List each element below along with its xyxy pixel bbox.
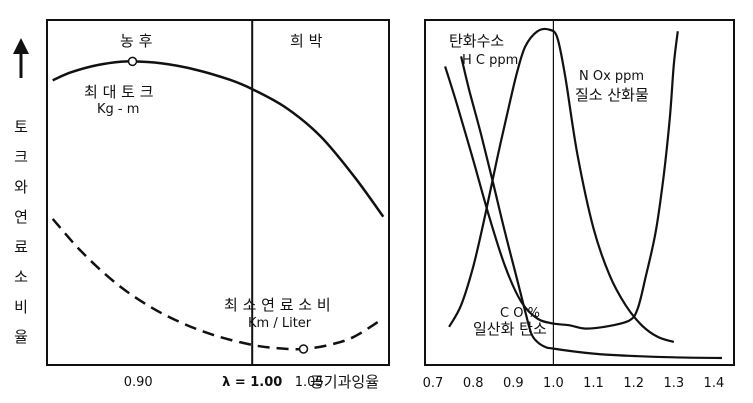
left-tick-label: λ = 1.00 (222, 375, 282, 390)
hc-unit-label: H C ppm (462, 53, 518, 68)
right-tick-label: 0.9 (503, 376, 524, 391)
x-axis-label: 공기과잉율 (310, 373, 379, 391)
co-curve (444, 31, 679, 330)
co-unit-label: 일산화 탄소 (473, 320, 547, 338)
y-axis-label-char: 비 (14, 298, 28, 316)
left-chart-frame (46, 19, 390, 366)
nox-unit-label: 질소 산화물 (575, 86, 649, 104)
hc-label: 탄화수소 (449, 32, 504, 50)
fuel-label: 최 소 연 료 소 비 (224, 296, 331, 314)
co-label: C O % (500, 306, 540, 321)
right-tick-label: 1.4 (704, 376, 725, 391)
torque-peak-marker (127, 56, 138, 67)
left-x-ticks: 0.90 λ = 1.00 1.05 (124, 375, 324, 390)
up-arrow-icon (13, 38, 29, 78)
torque-unit-label: Kg - m (97, 102, 139, 117)
region-label-rich: 농 후 (120, 32, 153, 50)
y-axis-label-char: 료 (14, 238, 28, 256)
y-axis-label-char: 크 (14, 148, 28, 166)
y-axis-label-char: 소 (14, 268, 28, 286)
torque-curve (52, 60, 385, 218)
right-tick-label: 0.8 (463, 376, 484, 391)
hc-curve (460, 56, 723, 360)
right-chart-frame (424, 19, 735, 366)
nox-label: N Ox ppm (579, 69, 644, 84)
nox-curve (448, 27, 675, 344)
y-axis-label-char: 토 (14, 118, 28, 136)
y-axis-label-char: 와 (14, 178, 28, 196)
region-label-lean: 희 박 (290, 32, 323, 50)
right-tick-label: 1.0 (543, 376, 564, 391)
right-tick-label: 1.3 (663, 376, 684, 391)
right-tick-label: 0.7 (423, 376, 444, 391)
fuel-min-marker (298, 344, 309, 354)
right-tick-label: 1.1 (583, 376, 604, 391)
fuel-unit-label: Km / Liter (248, 316, 312, 331)
left-tick-label: 0.90 (124, 375, 153, 390)
torque-label: 최 대 토 크 (84, 83, 154, 101)
y-axis-label-char: 율 (14, 328, 28, 346)
y-axis-label-char: 연 (14, 208, 28, 226)
right-x-ticks: 0.7 0.8 0.9 1.0 1.1 1.2 1.3 1.4 (423, 376, 725, 391)
fuel-consumption-curve (51, 218, 384, 351)
right-tick-label: 1.2 (623, 376, 644, 391)
left-tick-label: 1.05 (295, 375, 324, 390)
